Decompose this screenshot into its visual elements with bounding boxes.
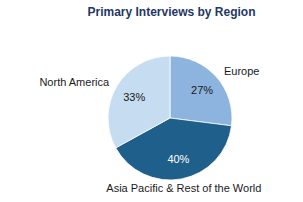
svg-text:North America: North America (39, 76, 110, 88)
svg-text:33%: 33% (123, 91, 145, 103)
html-text:Primary Interviews by Region: Primary Interviews by Region (87, 5, 256, 19)
svg-text:Asia Pacific & Rest of the Wor: Asia Pacific & Rest of the World (106, 182, 261, 194)
svg-text:27%: 27% (191, 84, 213, 96)
svg-text:40%: 40% (167, 153, 189, 165)
svg-text:Europe: Europe (224, 65, 259, 77)
